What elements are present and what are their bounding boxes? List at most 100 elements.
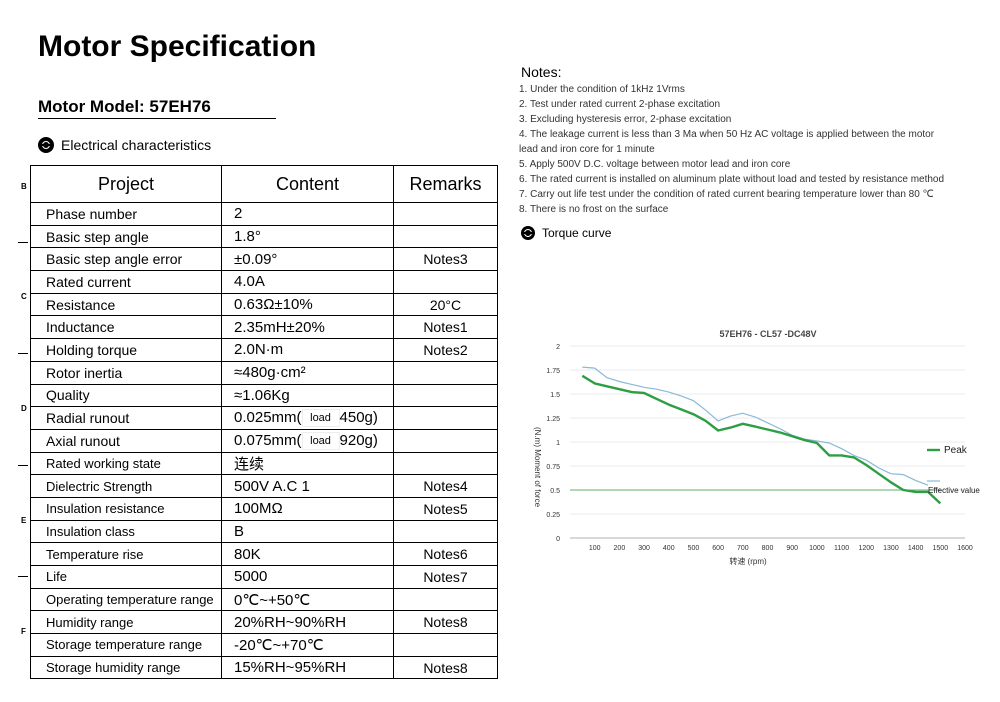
row-remarks bbox=[393, 451, 498, 476]
table-row: Rated current 4.0A bbox=[30, 270, 498, 294]
row-remarks: 20°C bbox=[393, 292, 498, 317]
row-remarks: Notes4 bbox=[393, 474, 498, 498]
table-row: Operating temperature range 0℃~+50℃ bbox=[30, 587, 498, 612]
note-item: 1. Under the condition of 1kHz 1Vrms bbox=[519, 84, 685, 95]
table-row: Inductance 2.35mH±20% Notes1 bbox=[30, 315, 498, 340]
table-row: Axial runout 0.075mm(load 920g) bbox=[30, 428, 498, 453]
row-remarks bbox=[393, 406, 498, 430]
note-item: 2. Test under rated current 2-phase exci… bbox=[519, 99, 721, 110]
note-item: 3. Excluding hysteresis error, 2-phase e… bbox=[519, 114, 732, 125]
row-content: 0.075mm(load 920g) bbox=[221, 428, 394, 453]
x-tick-label: 500 bbox=[688, 545, 700, 552]
row-project: Storage humidity range bbox=[30, 655, 222, 680]
table-row: Basic step angle error ±0.09° Notes3 bbox=[30, 247, 498, 272]
table-row: Storage temperature range -20℃~+70℃ bbox=[30, 633, 498, 657]
row-project: Phase number bbox=[30, 202, 222, 226]
electrical-heading-label: Electrical characteristics bbox=[61, 137, 212, 153]
table-row: Quality ≈1.06Kg bbox=[30, 383, 498, 408]
table-row: Humidity range 20%RH~90%RH Notes8 bbox=[30, 610, 498, 635]
x-tick-label: 1500 bbox=[933, 545, 949, 552]
row-content: 2 bbox=[221, 202, 394, 226]
row-remarks: Notes8 bbox=[393, 655, 498, 680]
table-row: Temperature rise 80K Notes6 bbox=[30, 542, 498, 566]
row-content: ±0.09° bbox=[221, 247, 394, 272]
series-line-secondary bbox=[582, 366, 929, 486]
notes-list: 1. Under the condition of 1kHz 1Vrms 2. T… bbox=[519, 82, 989, 217]
model-underline bbox=[38, 118, 276, 119]
note-item: 5. Apply 500V D.C. voltage between motor… bbox=[519, 159, 791, 170]
content-value-suffix: 920g) bbox=[339, 431, 378, 449]
row-content: 0℃~+50℃ bbox=[221, 587, 394, 612]
y-tick-label: 0.25 bbox=[546, 512, 560, 519]
row-remarks: Notes3 bbox=[393, 247, 498, 272]
note-item: lead and iron core for 1 minute bbox=[519, 144, 655, 155]
x-tick-label: 300 bbox=[638, 545, 650, 552]
y-tick-label: 1.5 bbox=[550, 392, 560, 399]
x-tick-label: 1300 bbox=[883, 545, 899, 552]
row-project: Holding torque bbox=[30, 338, 222, 362]
section-bullet-icon bbox=[521, 226, 535, 240]
table-row: Insulation class B bbox=[30, 519, 498, 544]
row-project: Rotor inertia bbox=[30, 360, 222, 385]
x-tick-label: 1600 bbox=[957, 545, 973, 552]
row-content: B bbox=[221, 519, 394, 544]
table-header-row: Project Content Remarks bbox=[30, 165, 498, 203]
row-remarks: Notes8 bbox=[393, 610, 498, 635]
row-content: 连续 bbox=[221, 451, 394, 476]
row-remarks bbox=[393, 224, 498, 249]
content-value-prefix: 0.025mm( bbox=[234, 409, 302, 427]
table-row: Life 5000 Notes7 bbox=[30, 565, 498, 589]
chart-title: 57EH76 - CL57 -DC48V bbox=[719, 329, 816, 339]
row-remarks: Notes7 bbox=[393, 565, 498, 589]
margin-tick bbox=[18, 465, 28, 466]
header-remarks: Remarks bbox=[393, 165, 498, 203]
note-item: 7. Carry out life test under the conditi… bbox=[519, 189, 934, 200]
torque-heading-label: Torque curve bbox=[542, 226, 612, 240]
section-bullet-icon bbox=[38, 137, 54, 153]
page-title: Motor Specification bbox=[38, 30, 317, 63]
x-tick-label: 400 bbox=[663, 545, 675, 552]
x-tick-label: 1000 bbox=[809, 545, 825, 552]
row-project: Quality bbox=[30, 383, 222, 408]
y-tick-label: 0.75 bbox=[546, 464, 560, 471]
row-project: Storage temperature range bbox=[30, 633, 222, 657]
row-remarks: Notes5 bbox=[393, 496, 498, 521]
row-content: ≈480g·cm² bbox=[221, 360, 394, 385]
row-content: 20%RH~90%RH bbox=[221, 610, 394, 635]
row-remarks: Notes1 bbox=[393, 315, 498, 340]
row-project: Temperature rise bbox=[30, 542, 222, 566]
table-row: Storage humidity range 15%RH~95%RH Notes8 bbox=[30, 655, 498, 680]
row-remarks: Notes2 bbox=[393, 338, 498, 362]
torque-chart: 57EH76 - CL57 -DC48V 0 0.25 0.5 0.75 1 1.25 1.5… bbox=[533, 329, 980, 566]
y-tick-label: 0.5 bbox=[550, 488, 560, 495]
row-project: Rated current bbox=[30, 270, 222, 294]
x-tick-label: 100 bbox=[589, 545, 601, 552]
row-content: 15%RH~95%RH bbox=[221, 655, 394, 680]
table-row: Holding torque 2.0N·m Notes2 bbox=[30, 338, 498, 362]
row-content: 2.35mH±20% bbox=[221, 315, 394, 340]
margin-tick bbox=[18, 242, 28, 243]
margin-tick bbox=[18, 353, 28, 354]
margin-letter: B bbox=[21, 182, 27, 191]
margin-tick bbox=[18, 576, 28, 577]
spec-table: Project Content Remarks Phase number 2 Bas… bbox=[30, 165, 498, 680]
notes-title: Notes: bbox=[521, 64, 562, 80]
row-content: 0.025mm(load 450g) bbox=[221, 406, 394, 430]
row-project: Insulation resistance bbox=[30, 496, 222, 521]
row-content: 1.8° bbox=[221, 224, 394, 249]
row-remarks bbox=[393, 633, 498, 657]
row-content: 500V A.C 1 bbox=[221, 474, 394, 498]
y-tick-label: 1.75 bbox=[546, 368, 560, 375]
table-row: Phase number 2 bbox=[30, 202, 498, 226]
row-content: -20℃~+70℃ bbox=[221, 633, 394, 657]
row-project: Basic step angle error bbox=[30, 247, 222, 272]
row-project: Rated working state bbox=[30, 451, 222, 476]
load-label: load bbox=[301, 409, 340, 428]
x-tick-label: 200 bbox=[614, 545, 626, 552]
content-value-prefix: 0.075mm( bbox=[234, 431, 302, 449]
row-remarks bbox=[393, 383, 498, 408]
row-project: Basic step angle bbox=[30, 224, 222, 249]
header-project: Project bbox=[30, 165, 222, 203]
row-project: Humidity range bbox=[30, 610, 222, 635]
row-remarks bbox=[393, 202, 498, 226]
